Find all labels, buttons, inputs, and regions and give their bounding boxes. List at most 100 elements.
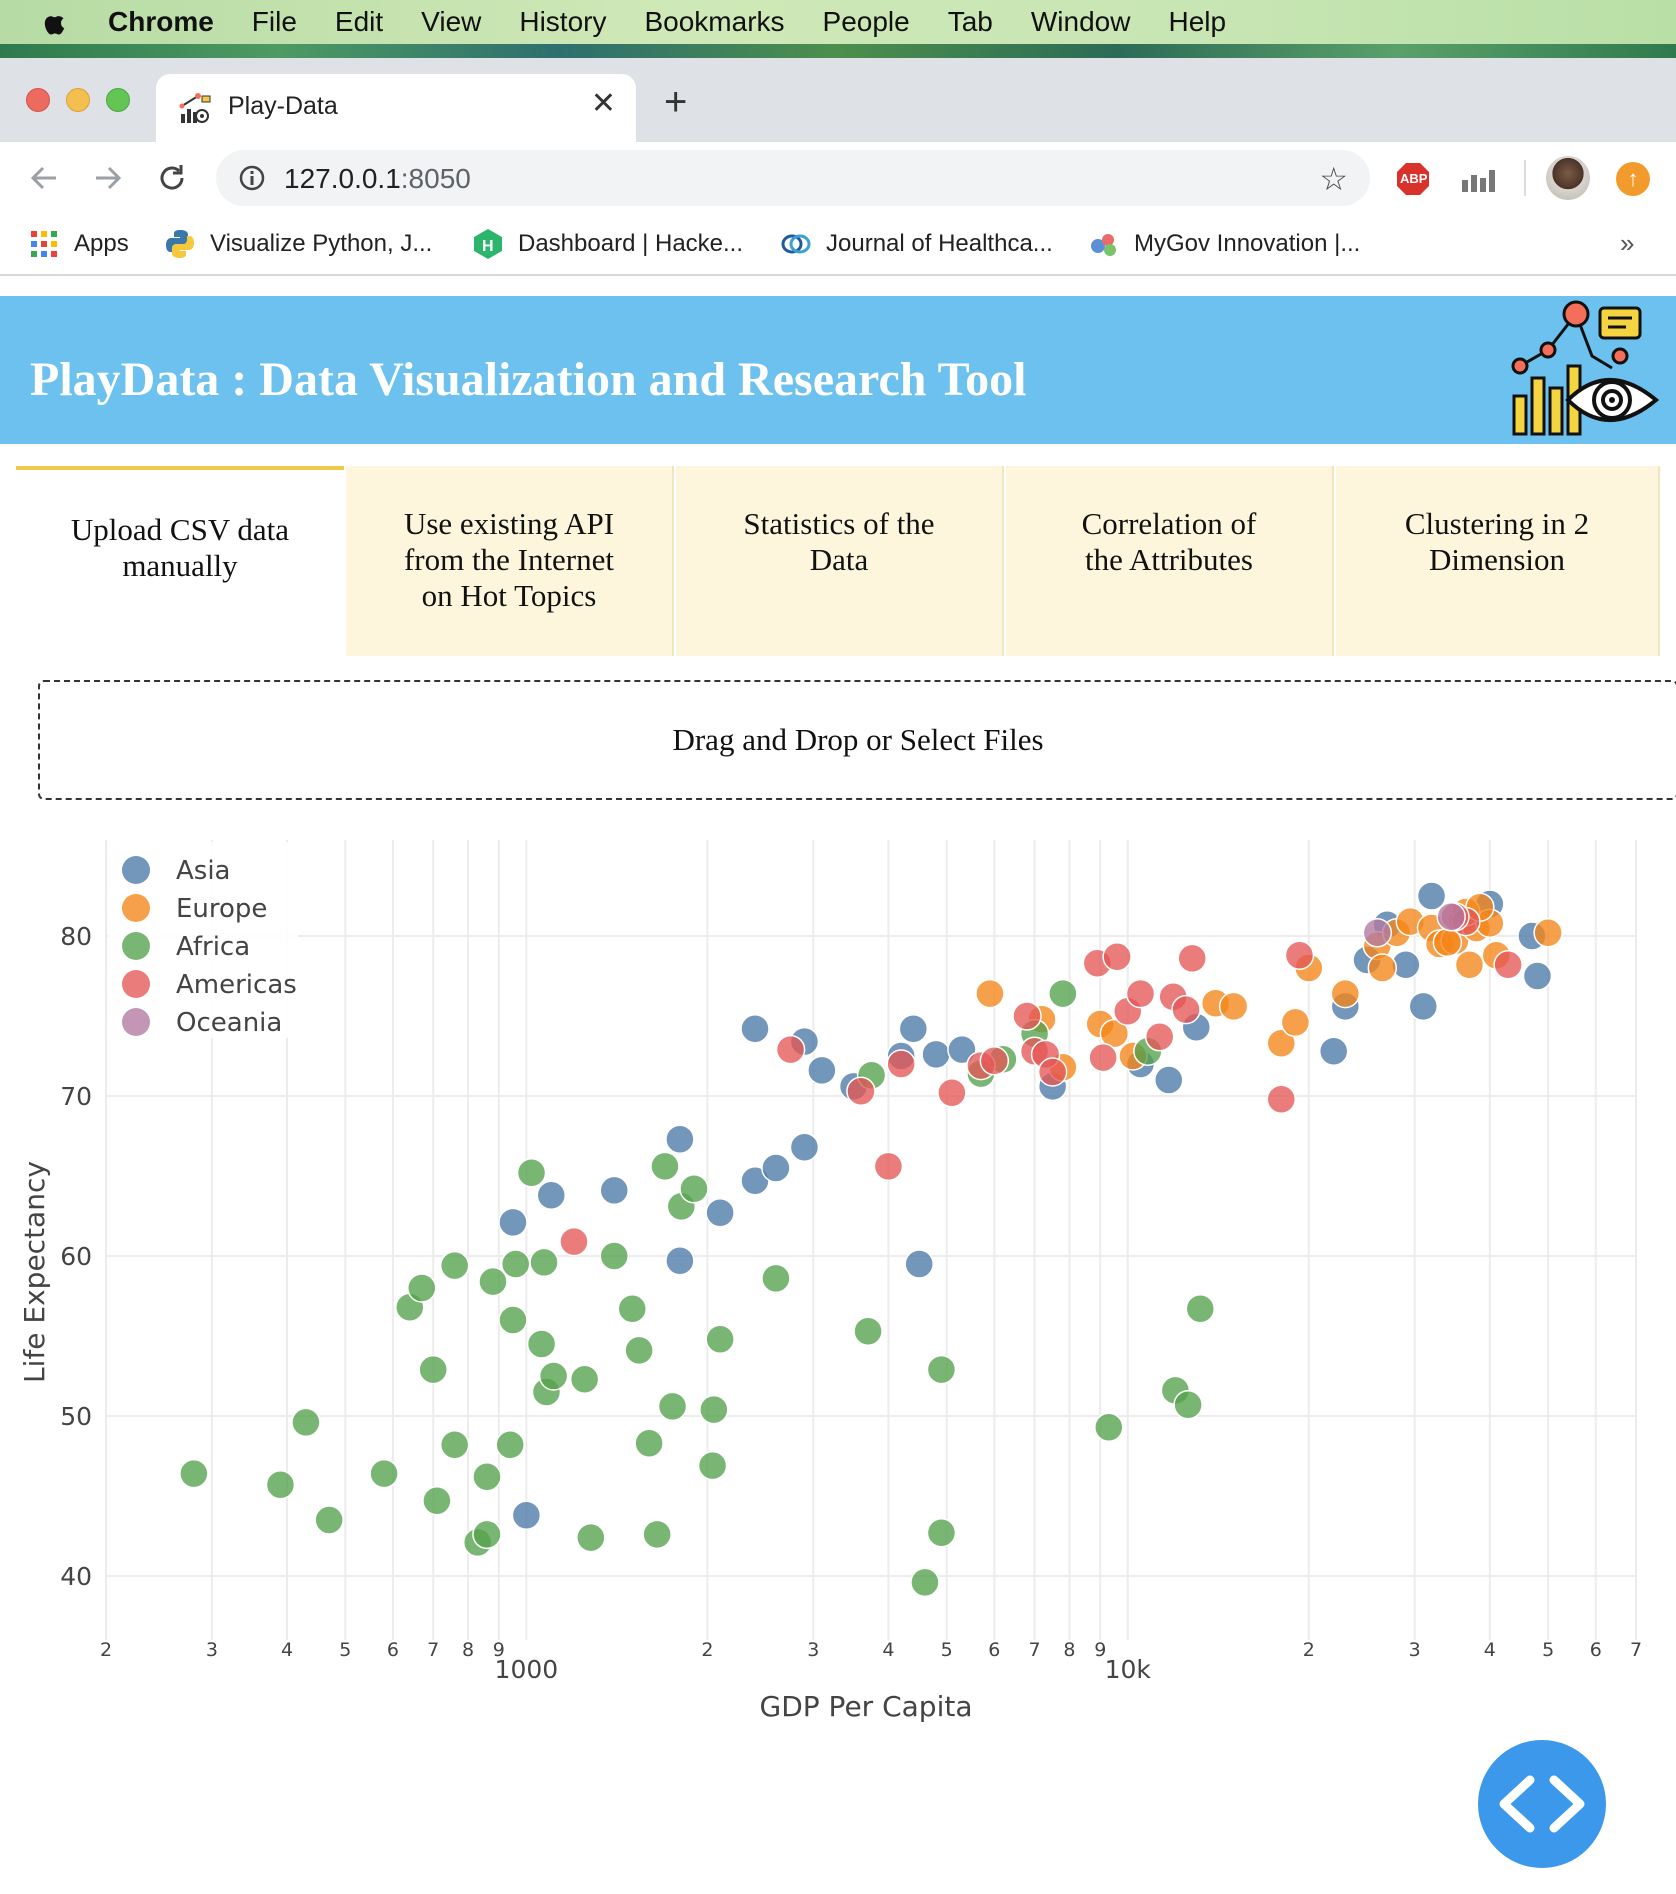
minimize-window-button[interactable] (66, 88, 90, 112)
data-point-asia (1154, 1065, 1184, 1095)
file-upload-dropzone[interactable]: Drag and Drop or Select Files (38, 680, 1676, 800)
data-point-africa (516, 1158, 547, 1188)
x-tick-label: 2 (100, 1639, 112, 1661)
x-tick-label: 10k (1105, 1655, 1152, 1684)
url-host: 127.0.0.1 (284, 163, 401, 194)
data-point-africa (179, 1458, 209, 1489)
reload-icon[interactable] (154, 160, 190, 196)
data-point-africa (500, 1249, 531, 1279)
tab-close-icon[interactable]: ✕ (590, 87, 616, 120)
bookmark-journal-healthcare[interactable]: Journal of Healthca... (780, 228, 1053, 260)
data-point-africa (642, 1519, 672, 1550)
data-point-americas (873, 1151, 904, 1182)
data-point-americas (937, 1078, 967, 1108)
menu-view[interactable]: View (421, 6, 482, 37)
bookmark-label: Journal of Healthca... (826, 230, 1053, 257)
data-point-africa (538, 1361, 569, 1391)
bookmark-visualize-python[interactable]: Visualize Python, J... (164, 228, 432, 260)
tab-correlation[interactable]: Correlation of the Attributes (1006, 466, 1334, 656)
data-point-americas (775, 1034, 806, 1065)
data-point-africa (478, 1266, 508, 1297)
url-port: :8050 (400, 163, 471, 194)
data-point-asia (1408, 991, 1439, 1022)
data-point-africa (569, 1364, 600, 1394)
chart-legend: Asia Europe Africa Americas Oceania (108, 842, 298, 1038)
x-tick-label: 5 (1542, 1639, 1554, 1661)
data-point-africa (498, 1305, 528, 1335)
data-point-africa (418, 1354, 448, 1385)
data-point-americas (979, 1046, 1010, 1076)
bookmark-star-icon[interactable]: ☆ (1319, 161, 1348, 197)
menu-file[interactable]: File (251, 6, 297, 37)
back-arrow-icon[interactable] (26, 160, 62, 196)
mac-menu-bar: Chrome File Edit View History Bookmarks … (0, 0, 1676, 44)
data-point-europe (1330, 978, 1361, 1009)
data-point-asia (1318, 1036, 1349, 1066)
data-point-asia (665, 1124, 695, 1154)
menu-window[interactable]: Window (1030, 6, 1131, 37)
bookmarks-overflow-chevron-icon[interactable]: » (1620, 228, 1635, 258)
x-tick-label: 6 (1590, 1639, 1602, 1661)
bookmark-mygov[interactable]: MyGov Innovation |... (1088, 228, 1360, 260)
site-info-icon[interactable] (238, 164, 266, 192)
data-point-oceania (1362, 918, 1393, 948)
data-point-africa (576, 1522, 606, 1553)
data-point-africa (422, 1486, 452, 1516)
zoom-window-button[interactable] (106, 88, 130, 112)
close-window-button[interactable] (26, 88, 50, 112)
bookmark-label: Apps (74, 230, 129, 257)
legend-label-americas: Americas (176, 970, 297, 1000)
menu-bookmarks[interactable]: Bookmarks (644, 6, 785, 37)
adblock-extension-button[interactable]: ABP (1396, 162, 1430, 196)
data-point-europe (1533, 918, 1563, 948)
tab-existing-api[interactable]: Use existing API from the Internet on Ho… (346, 466, 674, 656)
apple-icon[interactable] (40, 7, 70, 37)
tab-statistics[interactable]: Statistics of the Data (676, 466, 1004, 656)
data-point-africa (291, 1407, 321, 1438)
tab-upload-csv[interactable]: Upload CSV data manually (16, 466, 344, 656)
address-bar[interactable]: 127.0.0.1:8050 ☆ (216, 150, 1370, 206)
menu-help[interactable]: Help (1168, 6, 1227, 37)
x-tick-label: 7 (1630, 1639, 1642, 1661)
menu-history[interactable]: History (519, 6, 607, 37)
data-point-asia (789, 1132, 820, 1162)
data-point-asia (599, 1175, 629, 1206)
x-tick-label: 3 (206, 1639, 218, 1661)
x-tick-label: 2 (1303, 1639, 1315, 1661)
profile-avatar[interactable] (1546, 156, 1590, 200)
menu-app-name[interactable]: Chrome (108, 6, 214, 37)
data-point-americas (1144, 1022, 1175, 1052)
data-point-africa (265, 1470, 296, 1500)
data-point-europe (1454, 950, 1485, 980)
data-point-africa (439, 1250, 470, 1281)
legend-label-oceania: Oceania (176, 1008, 282, 1038)
x-tick-label: 5 (339, 1639, 351, 1661)
bookmark-apps[interactable]: Apps (28, 228, 129, 260)
bookmark-hackerearth[interactable]: H Dashboard | Hacke... (472, 228, 743, 260)
python-logo-icon (166, 230, 194, 258)
data-point-africa (679, 1174, 709, 1204)
menu-people[interactable]: People (822, 6, 910, 37)
data-point-europe (1266, 1028, 1297, 1058)
bookmark-label: MyGov Innovation |... (1134, 230, 1361, 257)
update-icon[interactable]: ↑ (1616, 162, 1650, 196)
tab-clustering[interactable]: Clustering in 2 Dimension (1336, 466, 1660, 656)
data-point-africa (529, 1247, 559, 1278)
url-text: 127.0.0.1:8050 (284, 163, 471, 195)
analytics-extension-icon[interactable] (1460, 164, 1496, 194)
forward-arrow-icon[interactable] (90, 160, 126, 196)
journal-rings-icon (781, 234, 811, 254)
code-toggle-button[interactable] (1478, 1740, 1606, 1868)
x-tick-label: 4 (882, 1639, 894, 1661)
data-point-oceania (1436, 902, 1466, 932)
data-point-asia (536, 1180, 567, 1210)
data-point-africa (1094, 1412, 1124, 1442)
x-tick-label: 4 (1484, 1639, 1496, 1661)
menu-tab[interactable]: Tab (947, 6, 993, 37)
new-tab-button[interactable]: + (664, 80, 688, 124)
code-brackets-icon (1499, 1775, 1585, 1833)
data-point-africa (910, 1567, 940, 1598)
data-point-americas (1102, 942, 1132, 972)
browser-tab-active[interactable]: Play-Data ✕ (156, 74, 636, 142)
menu-edit[interactable]: Edit (334, 6, 384, 37)
